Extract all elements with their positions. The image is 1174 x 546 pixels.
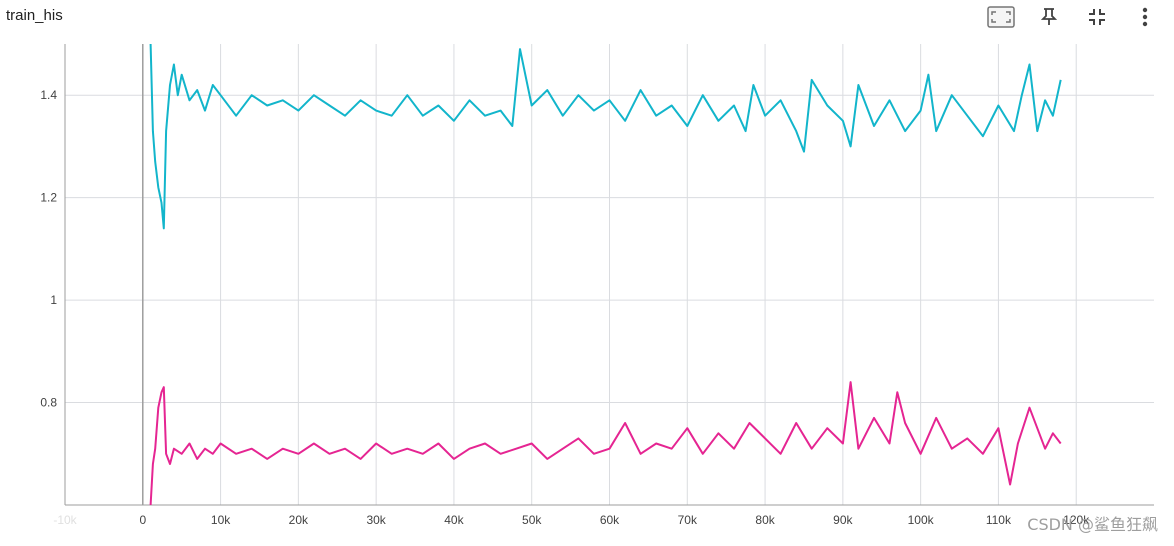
x-tick-label: 50k — [522, 513, 542, 527]
y-tick-label: 1.2 — [40, 191, 57, 205]
x-tick-label: 100k — [908, 513, 935, 527]
pin-icon — [1041, 8, 1057, 25]
more-vert-icon — [1142, 7, 1148, 27]
x-tick-label: 120k — [1063, 513, 1090, 527]
collapse-icon — [1089, 9, 1105, 25]
series-line-2 — [149, 381, 1062, 505]
x-tick-label: 60k — [600, 513, 620, 527]
x-tick-label: 30k — [366, 513, 386, 527]
card-header: train_his — [0, 0, 1174, 34]
y-tick-label: 0.8 — [40, 396, 57, 410]
x-tick-label: 90k — [833, 513, 853, 527]
x-tick-label: 20k — [289, 513, 309, 527]
line-chart[interactable]: -10k 0 10k 20k 30k 40k 50k 60k 70k 80k 90k 100k 110k… — [0, 34, 1174, 541]
x-tick-label: 110k — [986, 513, 1012, 527]
series-line-1 — [149, 44, 1062, 230]
collapse-button[interactable] — [1082, 4, 1112, 30]
chart-toolbar — [986, 4, 1160, 30]
y-tick-label: 1 — [50, 293, 57, 307]
watermark: CSDN @鲨鱼狂飙 — [1027, 515, 1158, 534]
fit-domain-icon — [987, 6, 1015, 28]
y-tick-label: 1.4 — [40, 88, 57, 102]
x-tick-label: -10k — [53, 513, 77, 527]
more-button[interactable] — [1130, 4, 1160, 30]
x-tick-label: 0 — [139, 513, 146, 527]
x-tick-label: 10k — [211, 513, 231, 527]
pin-button[interactable] — [1034, 4, 1064, 30]
x-tick-label: 80k — [755, 513, 775, 527]
x-tick-label: 40k — [444, 513, 464, 527]
chart-title: train_his — [6, 7, 63, 24]
x-tick-label: 70k — [678, 513, 698, 527]
fit-domain-button[interactable] — [986, 4, 1016, 30]
chart-area[interactable]: -10k 0 10k 20k 30k 40k 50k 60k 70k 80k 90k 100k 110k… — [0, 34, 1174, 541]
